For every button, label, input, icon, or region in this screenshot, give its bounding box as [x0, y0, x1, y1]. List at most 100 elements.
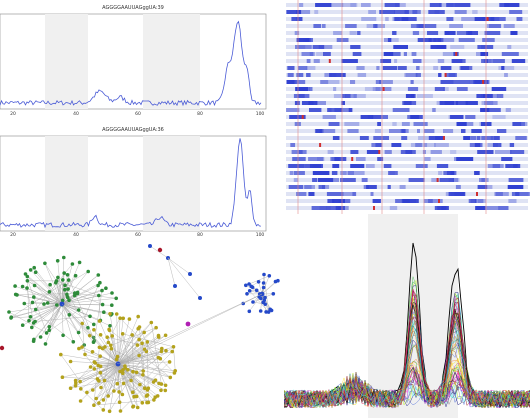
heatmap-cell	[416, 94, 433, 98]
network-node-icon	[121, 371, 125, 375]
heatmap-cell	[341, 59, 358, 63]
network-node-icon	[256, 280, 261, 284]
network-node-icon	[167, 360, 172, 364]
heatmap-cell	[450, 45, 465, 49]
network-node-icon	[152, 398, 156, 402]
network-edge	[263, 274, 269, 313]
profile-plots-svg: AGGGGAAUUAGggUA:39 20 40 60 80 100 AGGGG…	[0, 5, 267, 236]
network-node-icon	[38, 335, 43, 339]
heatmap-cell	[389, 171, 395, 175]
heatmap-cell	[448, 115, 464, 119]
heatmap-cell	[446, 3, 455, 7]
network-edge	[33, 303, 63, 324]
network-node-icon	[188, 272, 192, 276]
network-node-icon	[163, 383, 168, 388]
heatmap-cell	[494, 192, 509, 196]
network-edge	[100, 322, 152, 373]
network-edge	[82, 323, 119, 365]
network-edge	[64, 289, 103, 305]
network-edge	[60, 354, 81, 382]
network-node-icon	[118, 316, 122, 320]
heatmap-cell	[389, 129, 406, 133]
heatmap-cell-high	[436, 178, 439, 182]
network-node-icon	[55, 303, 59, 307]
network-node-icon	[90, 350, 95, 354]
heatmap-cell	[357, 73, 367, 77]
overlay-series-line	[284, 320, 530, 409]
heatmap-cell	[411, 52, 417, 56]
network-node-icon	[77, 346, 81, 351]
network-node-icon	[92, 322, 96, 327]
heatmap-cell	[392, 108, 410, 112]
network-edge	[117, 319, 130, 365]
network-node-icon	[97, 345, 102, 350]
network-node-icon	[68, 386, 73, 390]
network-node-icon	[247, 309, 252, 314]
network-node-icon	[142, 347, 147, 352]
network-edge	[117, 293, 263, 365]
network-edge	[260, 293, 263, 312]
multi-line-svg	[284, 214, 530, 418]
network-edge	[117, 358, 161, 365]
network-node-icon	[63, 287, 67, 292]
heatmap-cell	[516, 17, 523, 21]
heatmap-cell	[429, 3, 442, 7]
network-node-icon	[98, 280, 102, 285]
heatmap-cell	[487, 164, 504, 168]
overlay-series-line	[284, 366, 530, 408]
heatmap-cell	[411, 94, 416, 98]
heatmap-cell	[492, 164, 501, 168]
heatmap-cell	[350, 3, 357, 7]
network-node-icon	[25, 274, 30, 279]
network-edge	[98, 363, 119, 404]
heatmap-cell	[328, 122, 340, 126]
network-node-icon	[145, 340, 150, 344]
network-node-icon	[97, 293, 101, 298]
network-node-icon	[93, 361, 98, 365]
heatmap-cell	[432, 108, 436, 112]
heatmap-cell	[427, 31, 439, 35]
heatmap-cell	[387, 38, 392, 42]
heatmap-cell	[472, 10, 478, 14]
heatmap-cell	[466, 31, 472, 35]
heatmap-cell	[479, 178, 485, 182]
heatmap-cell	[484, 31, 501, 35]
network-node-icon	[97, 401, 101, 405]
network-edge	[33, 296, 63, 305]
heatmap-cell	[491, 87, 507, 91]
heatmap-cell	[359, 136, 369, 140]
heatmap-cell	[492, 59, 505, 63]
network-edge	[22, 286, 63, 305]
heatmap-cell	[331, 171, 338, 175]
heatmap-cell	[361, 17, 377, 21]
network-edge	[49, 284, 63, 305]
heatmap-cell	[460, 157, 470, 161]
heatmap-cell	[515, 192, 530, 196]
heatmap-cell	[350, 80, 356, 84]
network-edge	[93, 399, 154, 406]
heatmap-row	[286, 66, 528, 70]
network-edge	[117, 332, 145, 365]
network-edge	[57, 260, 63, 305]
network-edge	[117, 363, 176, 371]
heatmap-cell	[395, 199, 410, 203]
network-node-icon	[244, 283, 248, 288]
heatmap-cell-high	[482, 80, 485, 84]
heatmap-cell	[501, 66, 505, 70]
network-node-icon	[120, 392, 125, 397]
heatmap-cell	[415, 164, 428, 168]
heatmap-cell	[505, 108, 511, 112]
network-edge	[109, 351, 147, 412]
heatmap-cell	[405, 150, 413, 154]
heatmap-cell	[336, 38, 349, 42]
heatmap-cell	[373, 136, 389, 140]
network-edge	[173, 346, 176, 371]
network-edge	[117, 334, 133, 365]
network-edge	[64, 271, 89, 286]
heatmap-cell	[415, 143, 422, 147]
heatmap-cell	[481, 94, 489, 98]
network-node-icon	[164, 348, 168, 353]
network-node-icon	[172, 371, 177, 375]
heatmap-cell	[399, 185, 406, 189]
network-node-icon	[132, 394, 136, 399]
